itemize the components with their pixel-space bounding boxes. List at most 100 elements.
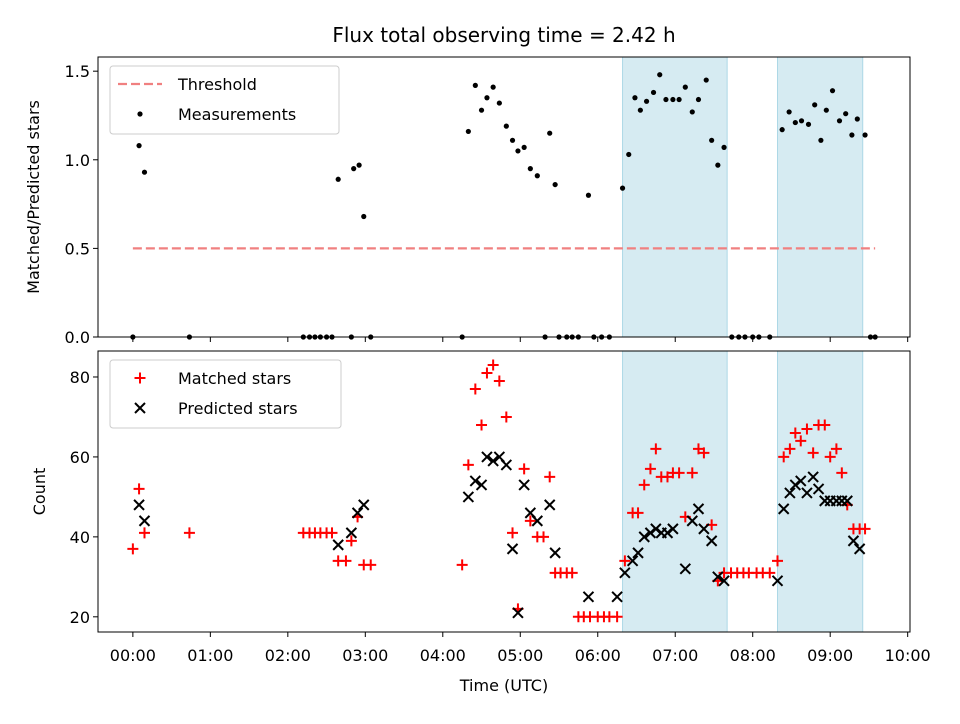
y-tick-label: 1.0 (65, 151, 90, 170)
matched-star-point (644, 463, 656, 475)
measurement-point (695, 96, 702, 103)
measurement-point (496, 100, 502, 106)
x-tick-label: 01:00 (187, 646, 233, 665)
matched-star-point (819, 419, 831, 431)
measurement-point (805, 121, 812, 127)
predicted-star-point (847, 535, 860, 547)
y-tick-label: 40 (70, 528, 90, 547)
x-tick-label: 05:00 (497, 646, 543, 665)
measurement-point (637, 107, 643, 113)
measurement-point (836, 118, 843, 124)
measurement-point (335, 176, 341, 182)
matched-star-point (133, 483, 145, 495)
measurement-point (854, 116, 860, 122)
x-tick-label: 03:00 (342, 646, 388, 665)
predicted-star-point (544, 499, 556, 511)
legend-box (109, 65, 340, 135)
matched-star-point (772, 555, 784, 567)
matched-star-point (127, 543, 139, 555)
measurement-point (818, 137, 824, 143)
measurement-point (527, 166, 533, 172)
matched-star-point (138, 527, 150, 539)
predicted-star-point (801, 487, 813, 499)
predicted-star-point (133, 499, 145, 511)
measurement-point (862, 132, 868, 138)
matched-star-point (778, 451, 790, 463)
measurement-point (619, 185, 626, 191)
matched-star-point (824, 451, 836, 463)
predicted-star-point (705, 535, 718, 547)
measurement-point (843, 111, 849, 117)
predicted-star-point (531, 515, 544, 527)
predicted-star-point (686, 515, 698, 527)
matched-star-point (566, 567, 578, 579)
y-tick-label: 80 (70, 368, 90, 387)
measurement-point (849, 132, 855, 138)
matched-star-point (365, 559, 377, 571)
matched-star-point (518, 463, 530, 475)
matched-star-point (493, 375, 505, 387)
shaded-interval (622, 56, 728, 338)
matched-star-point (326, 527, 338, 539)
predicted-star-point (345, 527, 358, 539)
predicted-star-point (626, 555, 639, 567)
y-tick-label: 0.5 (65, 239, 90, 258)
measurement-point (521, 144, 527, 150)
matched-star-point (456, 559, 468, 571)
matched-star-point (611, 611, 623, 623)
measurement-point (547, 130, 553, 136)
predicted-star-point (841, 495, 853, 507)
matched-star-point (632, 507, 644, 519)
predicted-star-point (462, 491, 475, 503)
y-tick-label: 20 (70, 608, 90, 627)
predicted-star-point (650, 523, 662, 535)
measurement-point (703, 77, 709, 83)
matched-star-point (345, 535, 357, 547)
bottom-panel: 20 40 60 80 00:00 01:00 02:00 03:00 04:00 05:00 06… (30, 350, 931, 695)
measurement-point (663, 96, 669, 103)
measurement-point (465, 128, 471, 135)
predicted-star-point (784, 487, 796, 499)
measurement-point (689, 109, 695, 115)
measurement-point (823, 107, 829, 113)
y-tick-label: 60 (70, 448, 90, 467)
predicted-star-point (506, 543, 519, 555)
legend-matched-label: Matched stars (178, 369, 291, 388)
measurement-point (351, 166, 357, 172)
matched-star-point (673, 467, 685, 479)
matched-star-point (462, 459, 474, 471)
measurement-point (626, 151, 632, 158)
legend-predicted-swatch (134, 402, 146, 414)
measurement-point (515, 148, 521, 154)
plot-frame (97, 56, 911, 338)
measurement-point (490, 84, 496, 90)
x-tick-label: 02:00 (265, 646, 311, 665)
measurement-point (509, 137, 516, 143)
matched-star-point (801, 423, 813, 435)
predicted-star-point (549, 547, 561, 559)
measurement-point (798, 118, 805, 124)
y-tick-label: 0.0 (65, 328, 90, 347)
matched-star-point (469, 383, 481, 395)
predicted-star-point (692, 503, 705, 515)
matched-star-point (836, 467, 848, 479)
matched-star-point (807, 447, 819, 459)
shaded-interval (777, 56, 864, 338)
measurement-point (812, 102, 818, 108)
predicted-star-point (667, 523, 679, 535)
matched-star-point (619, 555, 631, 567)
measurement-point (552, 181, 558, 188)
predicted-star-point (619, 567, 631, 579)
predicted-star-point (632, 547, 644, 559)
x-tick-label: 04:00 (420, 646, 466, 665)
matched-star-point (686, 467, 698, 479)
predicted-star-point (582, 591, 595, 603)
matched-star-point (789, 427, 801, 439)
matched-star-point (524, 515, 536, 527)
x-tick-label: 06:00 (575, 646, 621, 665)
measurement-point (503, 123, 509, 129)
matched-star-point (476, 419, 488, 431)
predicted-star-point (795, 475, 807, 487)
x-tick-label: 10:00 (885, 646, 931, 665)
